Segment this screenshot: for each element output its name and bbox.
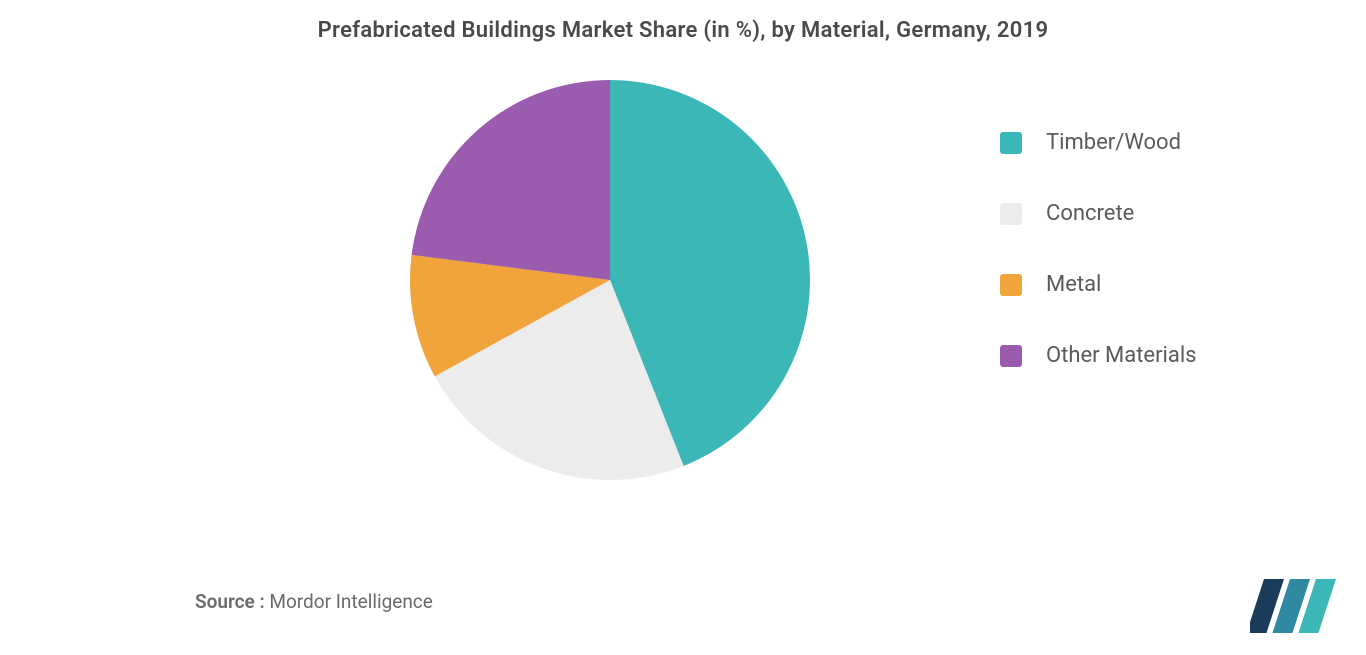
legend-swatch [1000,274,1022,296]
legend-item-3: Other Materials [1000,343,1300,368]
legend-label: Timber/Wood [1046,130,1181,155]
legend-item-2: Metal [1000,272,1300,297]
legend-swatch [1000,132,1022,154]
chart-title: Prefabricated Buildings Market Share (in… [0,18,1366,43]
legend-item-1: Concrete [1000,201,1300,226]
legend-label: Metal [1046,272,1101,297]
legend-swatch [1000,203,1022,225]
source-attribution: Source : Mordor Intelligence [195,590,433,613]
legend-item-0: Timber/Wood [1000,130,1300,155]
source-text: Mordor Intelligence [269,590,432,613]
legend-label: Concrete [1046,201,1134,226]
brand-logo [1250,579,1338,633]
pie-svg [410,80,810,480]
source-label: Source : [195,590,265,613]
legend-label: Other Materials [1046,343,1197,368]
pie-chart [410,80,810,480]
brand-logo-svg [1250,579,1338,633]
pie-slice-3 [412,80,610,280]
legend: Timber/Wood Concrete Metal Other Materials [1000,130,1300,414]
legend-swatch [1000,345,1022,367]
